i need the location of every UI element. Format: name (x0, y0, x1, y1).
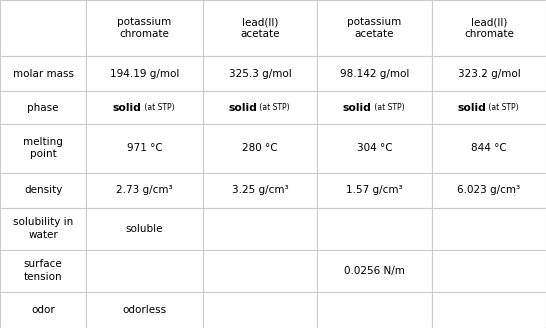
Text: lead(II)
chromate: lead(II) chromate (464, 17, 514, 39)
Text: 2.73 g/cm³: 2.73 g/cm³ (116, 185, 173, 195)
Text: 0.0256 N/m: 0.0256 N/m (344, 266, 405, 276)
Bar (432, 0, 546, 56)
Text: 971 °C: 971 °C (127, 143, 162, 153)
Text: phase: phase (27, 103, 59, 113)
Text: density: density (24, 185, 62, 195)
Bar (86, 56, 203, 92)
Text: (at STP): (at STP) (257, 103, 290, 112)
Bar (317, 208, 432, 250)
Text: 280 °C: 280 °C (242, 143, 278, 153)
Bar (203, 56, 317, 92)
Bar (0, 292, 86, 328)
Bar (317, 56, 432, 92)
Text: (at STP): (at STP) (486, 103, 519, 112)
Bar (203, 173, 317, 208)
Text: melting
point: melting point (23, 137, 63, 159)
Text: 194.19 g/mol: 194.19 g/mol (110, 69, 179, 79)
Text: solid: solid (343, 103, 372, 113)
Text: 304 °C: 304 °C (357, 143, 393, 153)
Bar (0, 56, 86, 92)
Text: soluble: soluble (126, 224, 163, 234)
Text: 844 °C: 844 °C (471, 143, 507, 153)
Text: 6.023 g/cm³: 6.023 g/cm³ (458, 185, 520, 195)
Text: solid: solid (458, 103, 486, 113)
Text: molar mass: molar mass (13, 69, 74, 79)
Bar (432, 292, 546, 328)
Bar (317, 92, 432, 124)
Text: odor: odor (31, 305, 55, 315)
Text: solubility in
water: solubility in water (13, 217, 73, 240)
Text: 1.57 g/cm³: 1.57 g/cm³ (346, 185, 403, 195)
Bar (86, 292, 203, 328)
Text: 325.3 g/mol: 325.3 g/mol (229, 69, 291, 79)
Bar (203, 0, 317, 56)
Text: potassium
acetate: potassium acetate (347, 17, 402, 39)
Bar (432, 92, 546, 124)
Bar (0, 124, 86, 173)
Text: solid: solid (228, 103, 257, 113)
Bar (432, 173, 546, 208)
Text: (at STP): (at STP) (142, 103, 174, 112)
Bar (432, 124, 546, 173)
Text: solid: solid (113, 103, 142, 113)
Bar (86, 92, 203, 124)
Bar (317, 173, 432, 208)
Bar (203, 124, 317, 173)
Bar (203, 250, 317, 292)
Text: odorless: odorless (122, 305, 167, 315)
Text: (at STP): (at STP) (372, 103, 405, 112)
Text: potassium
chromate: potassium chromate (117, 17, 171, 39)
Bar (317, 250, 432, 292)
Bar (432, 250, 546, 292)
Bar (0, 0, 86, 56)
Bar (203, 208, 317, 250)
Text: 3.25 g/cm³: 3.25 g/cm³ (232, 185, 288, 195)
Bar (86, 0, 203, 56)
Text: surface
tension: surface tension (24, 259, 62, 282)
Bar (86, 173, 203, 208)
Bar (0, 173, 86, 208)
Bar (317, 292, 432, 328)
Bar (203, 292, 317, 328)
Bar (86, 250, 203, 292)
Text: 323.2 g/mol: 323.2 g/mol (458, 69, 520, 79)
Bar (203, 92, 317, 124)
Bar (86, 208, 203, 250)
Bar (432, 208, 546, 250)
Bar (0, 92, 86, 124)
Bar (317, 124, 432, 173)
Bar (86, 124, 203, 173)
Bar (317, 0, 432, 56)
Text: 98.142 g/mol: 98.142 g/mol (340, 69, 410, 79)
Bar (432, 56, 546, 92)
Bar (0, 250, 86, 292)
Text: lead(II)
acetate: lead(II) acetate (240, 17, 280, 39)
Bar (0, 208, 86, 250)
